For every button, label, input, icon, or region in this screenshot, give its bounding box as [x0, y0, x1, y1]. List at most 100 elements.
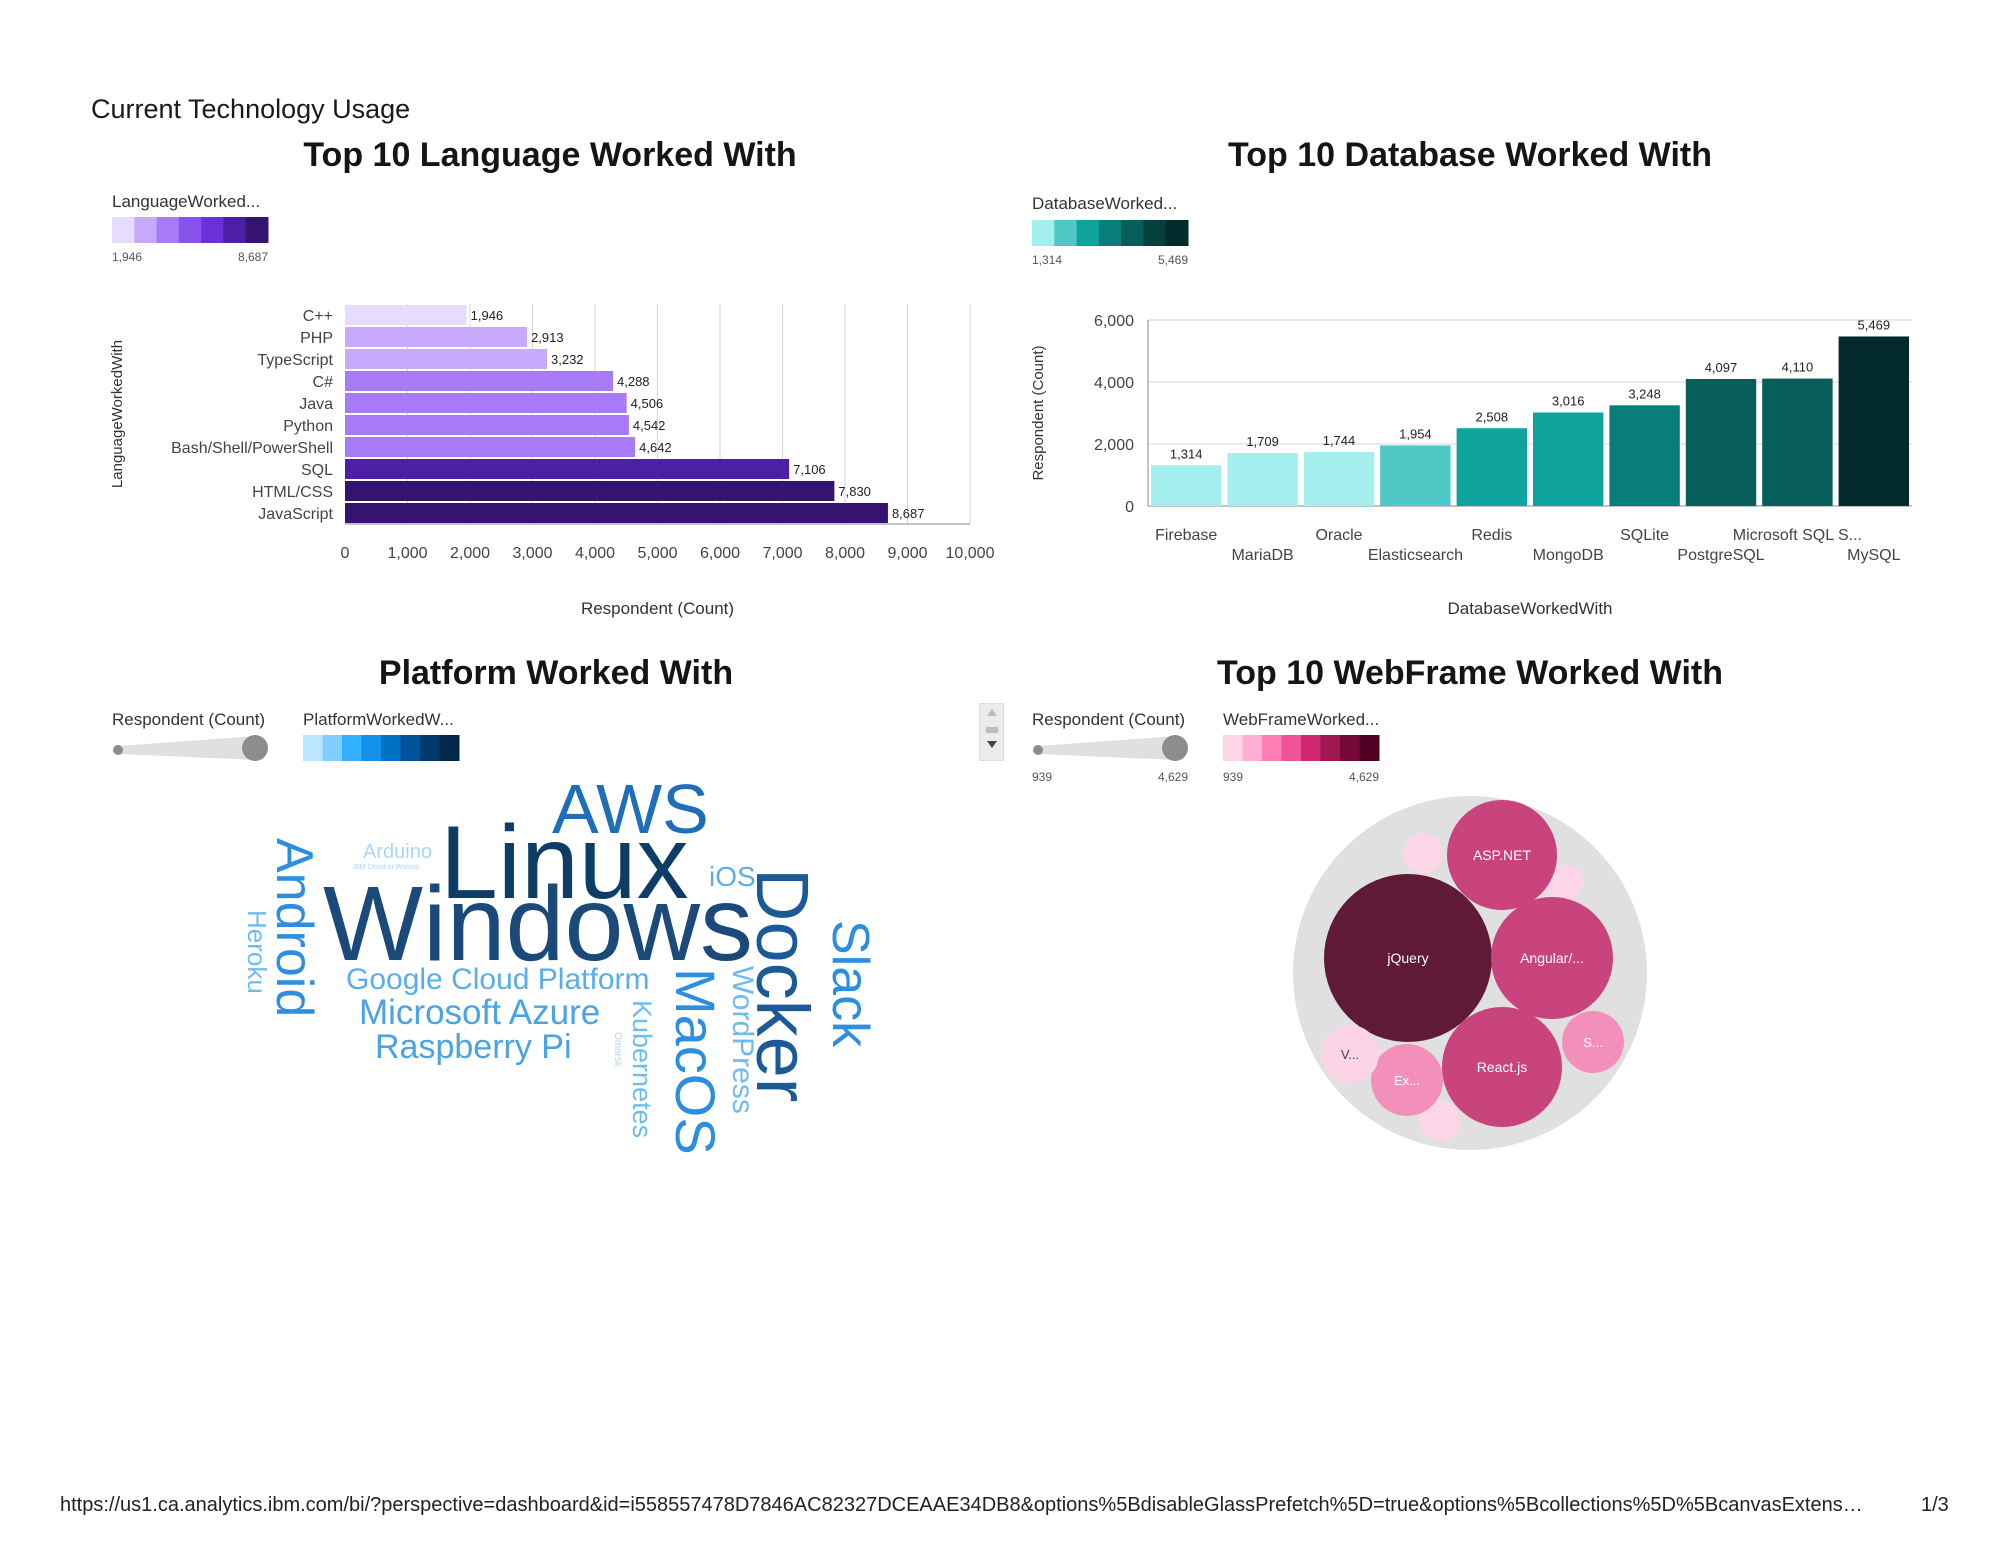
- bubble-ex: [1371, 1044, 1443, 1116]
- footer-url: https://us1.ca.analytics.ibm.com/bi/?per…: [60, 1494, 1863, 1516]
- legend-swatch: [420, 735, 440, 761]
- bar: [1838, 336, 1909, 506]
- bar: [345, 393, 627, 413]
- x-tick-label: Microsoft SQL S...: [1733, 527, 1862, 544]
- word-google-cloud: Google Cloud Platform: [346, 963, 650, 996]
- x-tick-label: Redis: [1471, 527, 1512, 544]
- word-kubernetes: Kubernetes: [627, 1000, 657, 1138]
- bubble-label-jquery: jQuery: [1386, 950, 1428, 966]
- bar: [345, 349, 547, 369]
- language-legend-min: 1,946: [112, 250, 143, 264]
- bubble-v: [1321, 1025, 1379, 1083]
- y-axis-title: LanguageWorkedWith: [109, 340, 126, 488]
- legend-swatch: [1098, 220, 1122, 246]
- x-tick-label: 2,000: [450, 545, 490, 562]
- webframe-color-max: 4,629: [1349, 770, 1380, 784]
- y-tick-label: 4,000: [1094, 375, 1134, 392]
- webframe-size-legend-title: Respondent (Count): [1032, 710, 1186, 729]
- value-label: 8,687: [892, 506, 925, 521]
- word-docker: Docker: [741, 868, 824, 1102]
- x-tick-label: 1,000: [387, 545, 427, 562]
- webframe-chart-title: Top 10 WebFrame Worked With: [1217, 654, 1723, 692]
- bubble-label-s: S...: [1583, 1035, 1603, 1050]
- bubble-small-3: [1420, 1101, 1460, 1141]
- x-tick-label: Elasticsearch: [1368, 547, 1463, 564]
- value-label: 1,954: [1399, 426, 1432, 441]
- x-tick-label: 4,000: [575, 545, 615, 562]
- legend-swatch: [1359, 735, 1380, 761]
- x-tick-label: 10,000: [946, 545, 995, 562]
- bar: [345, 481, 835, 501]
- footer-page-number: 1/3: [1921, 1494, 1949, 1516]
- word-arduino: Arduino: [363, 841, 432, 863]
- database-bar-chart: 0 2,000 4,000 6,000 1,314 Firebase 1,709 MariaD…: [1030, 313, 1912, 618]
- bar: [1609, 405, 1680, 506]
- value-label: 7,106: [793, 462, 826, 477]
- platform-chart-title: Platform Worked With: [378, 654, 734, 692]
- x-tick-label: 9,000: [887, 545, 927, 562]
- legend-swatch: [1054, 220, 1078, 246]
- x-axis-title: DatabaseWorkedWith: [1447, 599, 1612, 618]
- bar: [1380, 445, 1451, 506]
- webframe-color-legend-title: WebFrameWorked...: [1223, 710, 1380, 729]
- y-tick-label: C++: [303, 308, 333, 325]
- webframe-color-min: 939: [1223, 770, 1244, 784]
- y-tick-label: 6,000: [1094, 313, 1134, 330]
- word-ibm-cloud: IBM Cloud or Watson: [353, 864, 419, 871]
- bubble-small-1: [1403, 833, 1443, 873]
- bubble-jquery: [1324, 874, 1492, 1042]
- y-tick-label: 2,000: [1094, 437, 1134, 454]
- value-label: 3,232: [551, 352, 584, 367]
- legend-swatch: [303, 735, 323, 761]
- word-android: Android: [265, 838, 323, 1017]
- database-legend-title: DatabaseWorked...: [1032, 194, 1178, 213]
- bubble-aspnet: [1447, 800, 1557, 910]
- y-tick-label: Java: [299, 396, 333, 413]
- bubble-small-2: [1547, 865, 1583, 901]
- value-label: 2,508: [1476, 409, 1509, 424]
- bubble-react: [1442, 1007, 1562, 1127]
- word-microsoft-azure: Microsoft Azure: [359, 993, 600, 1032]
- y-axis-title: Respondent (Count): [1030, 345, 1047, 480]
- bar: [1303, 451, 1375, 506]
- legend-swatch: [381, 735, 401, 761]
- scroll-arrows-icon: [986, 709, 998, 748]
- x-tick-label: MongoDB: [1533, 547, 1604, 564]
- legend-swatch: [322, 735, 343, 761]
- bar: [1151, 465, 1222, 506]
- legend-swatch: [1262, 735, 1282, 761]
- x-tick-label: 3,000: [512, 545, 552, 562]
- y-tick-label: 0: [1125, 499, 1134, 516]
- platform-color-legend: [303, 735, 460, 761]
- database-chart-title: Top 10 Database Worked With: [1228, 136, 1712, 174]
- x-tick-label: MariaDB: [1231, 547, 1293, 564]
- bubble-label-angular: Angular/...: [1520, 950, 1584, 966]
- legend-swatch: [439, 735, 460, 761]
- database-legend-max: 5,469: [1158, 253, 1189, 267]
- legend-swatch: [342, 735, 362, 761]
- value-label: 4,506: [631, 396, 664, 411]
- y-tick-label: Bash/Shell/PowerShell: [171, 440, 333, 457]
- x-axis-title: Respondent (Count): [581, 599, 734, 618]
- language-chart-title: Top 10 Language Worked With: [303, 136, 797, 174]
- x-tick-label: MySQL: [1847, 547, 1900, 564]
- legend-swatch: [361, 735, 382, 761]
- word-macos: MacOS: [664, 968, 727, 1155]
- value-label: 5,469: [1858, 317, 1891, 332]
- y-tick-label: HTML/CSS: [252, 484, 333, 501]
- legend-swatch: [201, 217, 224, 243]
- value-label: 1,744: [1323, 433, 1356, 448]
- bubble-label-ex: Ex...: [1394, 1073, 1420, 1088]
- database-legend-min: 1,314: [1032, 253, 1063, 267]
- webframe-size-min: 939: [1032, 770, 1053, 784]
- bar: [1227, 453, 1298, 506]
- value-label: 4,097: [1705, 360, 1738, 375]
- value-label: 4,110: [1782, 360, 1814, 375]
- word-wordpress: WordPress: [726, 966, 759, 1114]
- word-aws: AWS: [552, 770, 709, 848]
- value-label: 4,642: [639, 440, 672, 455]
- bubble-label-react: React.js: [1477, 1059, 1528, 1075]
- platform-word-cloud: AWS Linux Windows Arduino IBM Cloud or W…: [242, 770, 879, 1155]
- scroll-control[interactable]: [979, 703, 1004, 761]
- word-linux: Linux: [440, 805, 689, 921]
